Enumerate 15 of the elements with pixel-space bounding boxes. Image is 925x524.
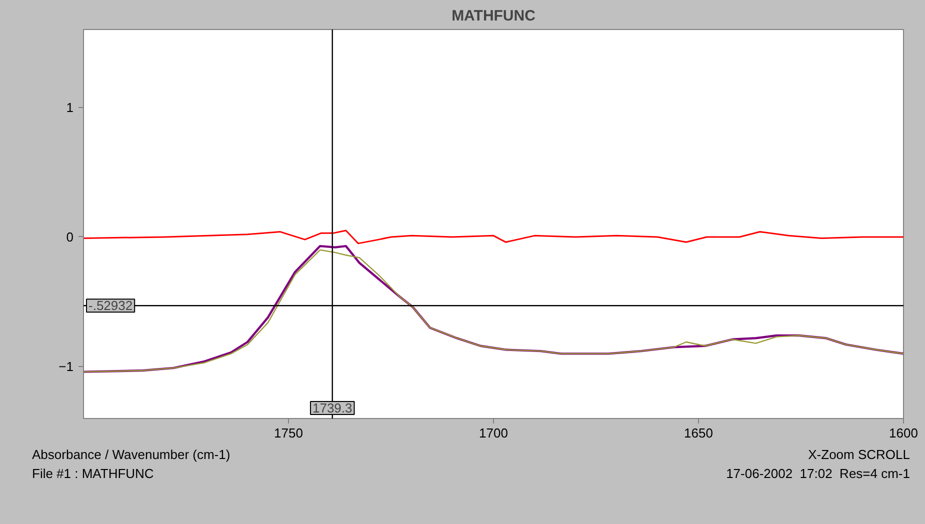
ref-line-label: 1739.3	[312, 400, 352, 416]
chart-title: MATHFUNC	[452, 8, 536, 24]
line-series	[84, 230, 904, 244]
text: X-Zoom SCROLL	[808, 446, 910, 464]
y-tick-label: −1	[58, 359, 74, 374]
y-tick-label: 1	[66, 100, 74, 115]
text: 17-06-2002 17:02 Res=4 cm-1	[726, 465, 910, 483]
x-tick-label: 1700	[479, 426, 508, 440]
x-axis-title: Absorbance / Wavenumber (cm-1)	[32, 446, 230, 464]
ref-line-label: -.52932	[88, 298, 133, 314]
x-tick-label: 1750	[274, 426, 303, 440]
y-tick-label: 0	[66, 229, 74, 244]
text: File #1 : MATHFUNC	[32, 465, 154, 483]
x-tick-label: 1600	[889, 426, 918, 440]
x-tick-label: 1650	[684, 426, 713, 440]
